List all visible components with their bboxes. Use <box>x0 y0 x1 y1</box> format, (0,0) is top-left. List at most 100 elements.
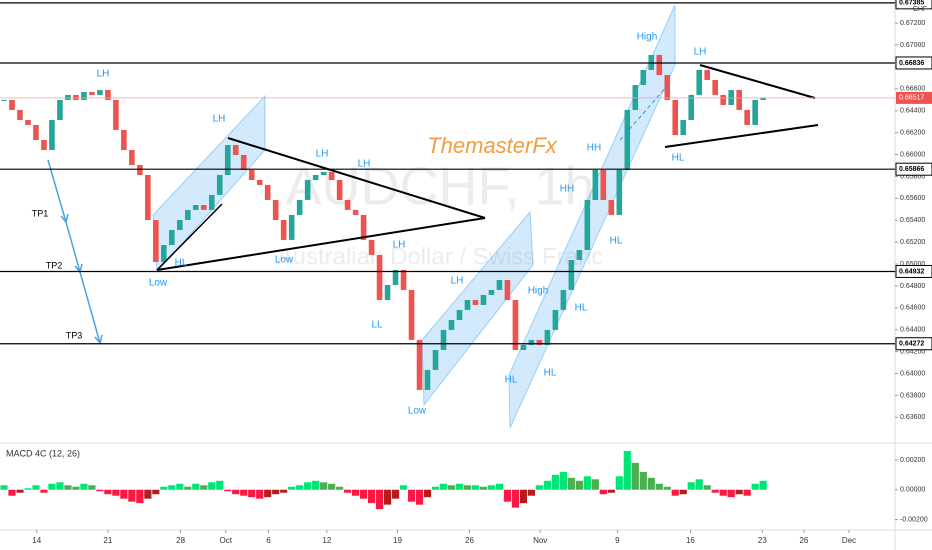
y-tick-label: 0.64400 <box>900 327 925 334</box>
macd-bar <box>719 489 727 496</box>
candle <box>560 289 567 310</box>
candle <box>344 199 351 210</box>
annotation: HL <box>505 375 518 386</box>
candle <box>744 109 750 125</box>
macd-bar <box>575 480 583 490</box>
trend-line <box>664 124 819 148</box>
candle <box>304 180 311 200</box>
macd-bar <box>423 489 432 498</box>
candle <box>616 169 623 215</box>
annotation: Low <box>149 278 168 289</box>
macd-bar <box>248 489 256 498</box>
macd-bar <box>16 489 24 493</box>
level-label: 0.67385 <box>899 0 924 7</box>
macd-tick-label: 0.00200 <box>900 457 925 464</box>
macd-bar <box>280 489 288 493</box>
candle <box>17 109 23 121</box>
x-tick-label: 28 <box>176 536 185 545</box>
macd-bar <box>383 489 392 505</box>
x-tick-label: 9 <box>615 536 620 545</box>
level-box <box>895 162 932 176</box>
macd-bar <box>0 485 8 490</box>
annotation: LL <box>371 320 383 331</box>
candle <box>608 199 615 215</box>
y-tick-label: 0.64800 <box>900 283 925 290</box>
author: ThemasterFx <box>427 133 558 158</box>
x-tick-label: 14 <box>32 536 41 545</box>
x-tick-label: 26 <box>799 536 808 545</box>
macd-bar <box>519 489 528 504</box>
candle <box>752 99 758 125</box>
candle <box>9 99 15 110</box>
x-tick-label: Nov <box>533 536 547 545</box>
candle <box>544 329 551 345</box>
macd-bar <box>679 489 687 495</box>
annotation: High <box>528 286 549 297</box>
mid-line <box>619 84 669 141</box>
macd-bar <box>312 480 320 490</box>
candle <box>73 94 79 100</box>
annotation: HL <box>544 368 557 379</box>
trend-lines <box>47 64 819 345</box>
macd-bar <box>288 486 296 490</box>
trend-line <box>699 64 816 99</box>
candle <box>488 289 495 295</box>
macd-bar <box>256 489 264 499</box>
macd-bar <box>64 485 72 490</box>
candle <box>456 309 463 320</box>
macd-bar <box>200 485 208 490</box>
candle <box>272 199 279 220</box>
candle <box>89 91 95 95</box>
annotation: LH <box>358 159 371 170</box>
candle <box>49 120 55 151</box>
watermark-title: AUDCHF, 1h <box>285 156 594 216</box>
macd-bar <box>328 483 336 490</box>
candle <box>760 97 766 100</box>
macd-bar <box>344 489 352 493</box>
candle <box>41 139 47 151</box>
macd-tick-label: 0.00000 <box>900 487 925 494</box>
y-tick-label: 0.67200 <box>900 20 925 27</box>
candle <box>424 369 431 390</box>
candle <box>296 199 303 215</box>
macd-bar <box>80 483 88 490</box>
candle <box>240 154 247 170</box>
annotation: LH <box>97 69 110 80</box>
candle <box>256 180 263 185</box>
candle <box>664 75 671 100</box>
candle <box>57 99 63 121</box>
y-tick-label: 0.67000 <box>900 42 925 49</box>
candle <box>592 169 599 200</box>
macd-bar <box>631 462 639 490</box>
macd-bar <box>463 485 472 490</box>
macd-bar <box>184 486 192 490</box>
currency-label: CHF <box>913 6 927 13</box>
candle <box>688 94 695 121</box>
level-box <box>895 337 932 351</box>
y-tick-label: 0.63800 <box>900 392 925 399</box>
candle <box>472 299 479 305</box>
macd-bar <box>88 485 96 490</box>
y-tick-label: 0.65200 <box>900 239 925 246</box>
macd-bar <box>367 489 376 504</box>
macd-bar <box>447 485 456 490</box>
macd-bar <box>232 489 240 495</box>
macd-bar <box>136 489 144 504</box>
x-tick-label: 6 <box>266 536 271 545</box>
y-tick-label: 0.65000 <box>900 261 925 268</box>
macd-bar <box>743 489 751 496</box>
annotation: HH <box>587 143 601 154</box>
candle <box>600 169 607 200</box>
macd-bar <box>687 482 695 490</box>
candle <box>312 174 319 181</box>
annotation: LH <box>213 114 226 125</box>
candle <box>232 144 239 155</box>
macd-bar <box>759 480 767 490</box>
x-tick-label: 23 <box>758 536 767 545</box>
macd-bar <box>192 483 200 490</box>
candle <box>512 299 519 350</box>
macd-bar <box>703 485 711 490</box>
candle <box>328 171 335 181</box>
candle <box>640 69 647 85</box>
x-tick-label: 21 <box>103 536 112 545</box>
